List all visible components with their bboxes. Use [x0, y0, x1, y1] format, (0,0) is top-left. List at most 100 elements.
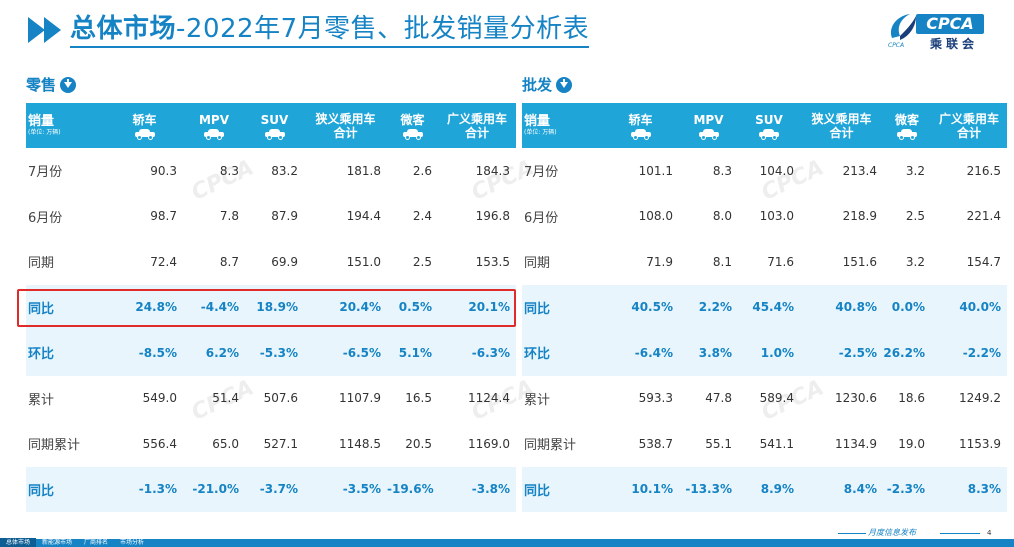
header-cell: MPV: [679, 103, 738, 148]
table-row: 同期 72.4 8.7 69.9 151.0 2.5 153.5: [26, 239, 516, 285]
table-header: 销量 (单位: 万辆) 轿车 MPV SUV 狭义乘用车 合计 微客 广义乘用车 合计: [26, 103, 516, 148]
highlight-box: [17, 289, 516, 327]
table-cell: 2.5: [412, 254, 432, 269]
table-cell: 556.4: [142, 436, 177, 451]
table-row: 环比 -8.5% 6.2% -5.3% -6.5% 5.1% -6.3%: [26, 330, 516, 376]
table-cell: 20.1%: [468, 300, 510, 315]
header-unit: (单位: 万辆): [524, 128, 557, 136]
table-cell: 0.0%: [891, 300, 925, 315]
table-cell: 45.4%: [752, 300, 794, 315]
footer-bar: [0, 539, 1014, 547]
header-cell: 广义乘用车 合计: [931, 103, 1007, 148]
table-cell: 8.1: [712, 254, 732, 269]
mpv-icon: [203, 128, 225, 140]
footer-tab[interactable]: 市场分析: [120, 539, 145, 546]
table-cell: 1153.9: [959, 436, 1001, 451]
table-cell: 541.1: [759, 436, 794, 451]
table-cell: 507.6: [263, 391, 298, 406]
header-label: 销量: [28, 113, 55, 129]
row-label: 累计: [28, 392, 55, 408]
row-label: 同比: [524, 301, 551, 317]
header-label: SUV: [755, 112, 783, 127]
title-main: 总体市场: [70, 14, 177, 44]
page-title: 总体市场-2022年7月零售、批发销量分析表: [70, 12, 590, 48]
table-cell: 20.4%: [339, 300, 381, 315]
footer-tab[interactable]: 厂商排名: [84, 539, 109, 546]
header-cell: SUV: [738, 103, 800, 148]
minivan-icon: [402, 128, 424, 140]
footer-tab[interactable]: 总体市场: [0, 538, 37, 547]
table-cell: 3.2: [905, 254, 925, 269]
header-cell: SUV: [245, 103, 304, 148]
table-header: 销量 (单位: 万辆) 轿车 MPV SUV 狭义乘用车 合计 微客 广义乘用车 合计: [522, 103, 1007, 148]
table-cell: 1169.0: [468, 436, 510, 451]
table-cell: -3.8%: [471, 482, 510, 497]
sedan-icon: [630, 128, 652, 140]
header-cell: 狭义乘用车 合计: [800, 103, 883, 148]
down-arrow-circle-icon: [60, 76, 77, 93]
table-row: 同期累计 538.7 55.1 541.1 1134.9 19.0 1153.9: [522, 421, 1007, 467]
title-rest: -2022年7月零售、批发销量分析表: [176, 14, 590, 44]
down-arrow-circle-icon: [556, 76, 573, 93]
table-cell: 151.0: [346, 254, 381, 269]
table-cell: 5.1%: [398, 345, 432, 360]
table-cell: 83.2: [271, 163, 298, 178]
table-cell: 8.9%: [760, 482, 794, 497]
table-row: 7月份 101.1 8.3 104.0 213.4 3.2 216.5: [522, 148, 1007, 194]
table-cell: 218.9: [842, 209, 877, 224]
table-cell: 8.3: [712, 163, 732, 178]
table-cell: 2.2%: [698, 300, 732, 315]
table-cell: 8.0: [712, 209, 732, 224]
row-label: 7月份: [28, 165, 63, 181]
table-cell: 47.8: [705, 391, 732, 406]
table-cell: 10.1%: [631, 482, 673, 497]
retail-label: 零售: [26, 76, 57, 94]
header-cell: 销量 (单位: 万辆): [522, 103, 602, 148]
table-cell: 154.7: [966, 254, 1001, 269]
table-cell: 1124.4: [468, 391, 510, 406]
table-cell: 1148.5: [339, 436, 381, 451]
table-cell: 26.2%: [883, 345, 925, 360]
header-label: 轿车: [628, 112, 653, 127]
table-cell: 101.1: [638, 163, 673, 178]
table-cell: 3.2: [905, 163, 925, 178]
header-label: 微客: [894, 112, 919, 127]
table-cell: 1230.6: [835, 391, 877, 406]
table-row: 累计 549.0 51.4 507.6 1107.9 16.5 1124.4: [26, 376, 516, 422]
footer-tab[interactable]: 新能源市场: [42, 539, 73, 546]
wholesale-table: 销量 (单位: 万辆) 轿车 MPV SUV 狭义乘用车 合计 微客 广义乘用车 合计 7月份 101…: [522, 103, 1007, 512]
table-cell: 6.2%: [205, 345, 239, 360]
table-cell: 213.4: [842, 163, 877, 178]
logo-swirl-icon: [890, 14, 916, 40]
footer-rule: [838, 533, 866, 534]
footer-rule: [940, 533, 980, 534]
header-label: 狭义乘用车: [811, 111, 872, 126]
table-cell: 7.8: [219, 209, 239, 224]
table-cell: 40.0%: [959, 300, 1001, 315]
table-cell: 71.9: [646, 254, 673, 269]
table-row: 同期 71.9 8.1 71.6 151.6 3.2 154.7: [522, 239, 1007, 285]
table-cell: -1.3%: [138, 482, 177, 497]
minivan-icon: [896, 128, 918, 140]
row-label: 同期: [28, 256, 55, 272]
header-cell: MPV: [183, 103, 245, 148]
table-cell: -5.3%: [259, 345, 298, 360]
table-cell: 593.3: [638, 391, 673, 406]
table-cell: 221.4: [966, 209, 1001, 224]
header-cell: 狭义乘用车 合计: [304, 103, 387, 148]
row-label: 同比: [28, 483, 55, 499]
header-label: MPV: [693, 112, 724, 127]
table-cell: -4.4%: [200, 300, 239, 315]
table-cell: -8.5%: [138, 345, 177, 360]
header-label: 广义乘用车: [938, 111, 999, 126]
table-row: 环比 -6.4% 3.8% 1.0% -2.5% 26.2% -2.2%: [522, 330, 1007, 376]
title-bar: 总体市场-2022年7月零售、批发销量分析表: [26, 8, 590, 52]
table-row: 同比 10.1% -13.3% 8.9% 8.4% -2.3% 8.3%: [522, 466, 1007, 512]
table-cell: 8.3: [219, 163, 239, 178]
row-label: 同期累计: [28, 438, 81, 454]
table-cell: 538.7: [638, 436, 673, 451]
table-cell: 1.0%: [760, 345, 794, 360]
row-label: 环比: [28, 347, 55, 363]
header-label: 销量: [524, 113, 551, 129]
